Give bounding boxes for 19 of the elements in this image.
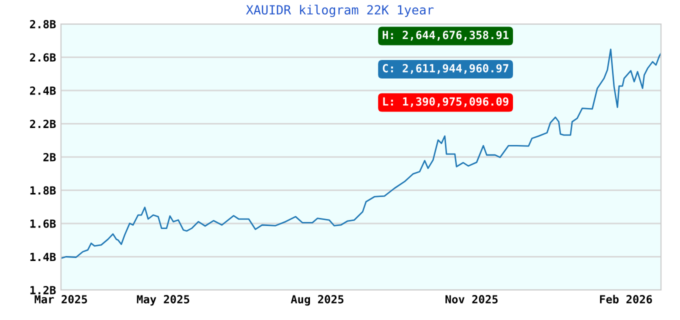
x-tick-label: Mar 2025	[34, 295, 88, 304]
x-tick-label: Nov 2025	[446, 295, 498, 304]
line-series	[61, 48, 661, 259]
y-tick-label: 2.2B	[30, 120, 56, 128]
annotation: C: 2,611,944,960.97	[382, 64, 508, 74]
y-tick-label: 2B	[43, 152, 56, 162]
x-tick-label: Feb 2026	[600, 294, 652, 304]
annotation: H: 2,644,676,358.91	[382, 30, 509, 41]
y-tick-label: 2.6B	[30, 53, 56, 62]
y-tick-label: 2.8B	[30, 20, 56, 28]
y-tick-label: 1.4B	[30, 252, 56, 261]
y-tick-label: 1.2B	[30, 286, 56, 294]
x-tick-label: Aug 2025	[290, 295, 344, 306]
y-tick-label: 2.4B	[30, 86, 56, 95]
chart-title: XAUIDR kilogram 22K 1year	[246, 4, 434, 18]
y-tick-label: 1.8B	[30, 186, 56, 195]
y-tick-label: 1.6B	[30, 219, 56, 228]
annotation: L: 1,390,975,096.09	[383, 97, 508, 108]
x-tick-label: May 2025	[136, 295, 190, 306]
